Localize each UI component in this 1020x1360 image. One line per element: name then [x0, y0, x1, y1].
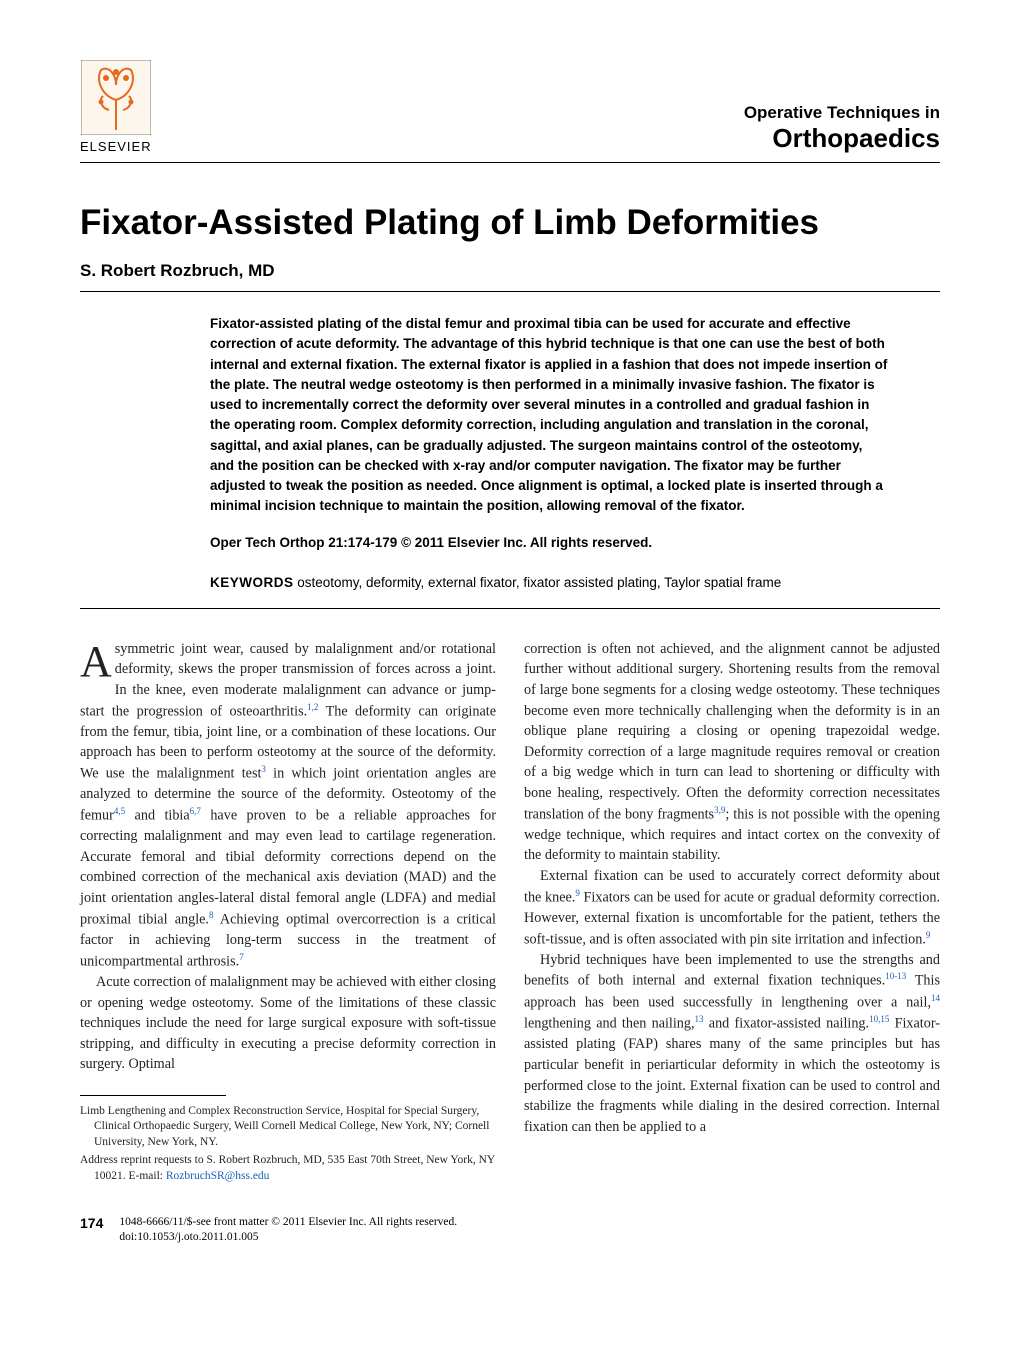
journal-title-line1: Operative Techniques in: [744, 103, 940, 123]
citation-ref[interactable]: 10-13: [885, 971, 906, 981]
elsevier-tree-icon: [81, 60, 151, 135]
article-title: Fixator-Assisted Plating of Limb Deformi…: [80, 203, 940, 243]
page: ELSEVIER Operative Techniques in Orthopa…: [0, 0, 1020, 1285]
divider: [80, 291, 940, 292]
journal-title: Operative Techniques in Orthopaedics: [744, 103, 940, 154]
abstract: Fixator-assisted plating of the distal f…: [210, 314, 890, 553]
citation-ref[interactable]: 13: [695, 1014, 704, 1024]
body-paragraph: Hybrid techniques have been implemented …: [524, 950, 940, 1138]
keywords-label: KEYWORDS: [210, 575, 294, 590]
keywords-text: osteotomy, deformity, external fixator, …: [294, 575, 782, 590]
footnotes: Limb Lengthening and Complex Reconstruct…: [80, 1104, 496, 1185]
footnote-divider: [80, 1095, 226, 1096]
dropcap: A: [80, 639, 115, 680]
footer-text: 1048-6666/11/$-see front matter © 2011 E…: [119, 1215, 457, 1245]
author-name: S. Robert Rozbruch, MD: [80, 261, 940, 281]
citation-ref[interactable]: 6,7: [190, 806, 201, 816]
citation-ref[interactable]: 4,5: [114, 806, 125, 816]
citation-ref[interactable]: 1,2: [307, 702, 318, 712]
citation-ref[interactable]: 9: [926, 930, 931, 940]
publisher-name: ELSEVIER: [80, 139, 152, 154]
body-paragraph: Asymmetric joint wear, caused by malalig…: [80, 639, 496, 972]
page-footer: 174 1048-6666/11/$-see front matter © 20…: [80, 1215, 940, 1245]
body-paragraph: correction is often not achieved, and th…: [524, 639, 940, 866]
footnote-correspondence: Address reprint requests to S. Robert Ro…: [80, 1153, 496, 1184]
column-right: correction is often not achieved, and th…: [524, 639, 940, 1188]
citation-ref[interactable]: 10,15: [869, 1014, 889, 1024]
header-row: ELSEVIER Operative Techniques in Orthopa…: [80, 60, 940, 163]
body-paragraph: External fixation can be used to accurat…: [524, 866, 940, 950]
citation-line: Oper Tech Orthop 21:174-179 © 2011 Elsev…: [210, 533, 890, 553]
citation-ref[interactable]: 7: [239, 952, 244, 962]
body-columns: Asymmetric joint wear, caused by malalig…: [80, 639, 940, 1188]
journal-title-line2: Orthopaedics: [744, 123, 940, 154]
doi-line: doi:10.1053/j.oto.2011.01.005: [119, 1230, 457, 1245]
citation-ref[interactable]: 3,9: [714, 805, 725, 815]
footnote-affiliation: Limb Lengthening and Complex Reconstruct…: [80, 1104, 496, 1151]
citation-ref[interactable]: 14: [931, 993, 940, 1003]
copyright-line: 1048-6666/11/$-see front matter © 2011 E…: [119, 1215, 457, 1230]
column-left: Asymmetric joint wear, caused by malalig…: [80, 639, 496, 1188]
keywords-line: KEYWORDS osteotomy, deformity, external …: [210, 575, 890, 590]
email-link[interactable]: RozbruchSR@hss.edu: [166, 1170, 270, 1182]
abstract-text: Fixator-assisted plating of the distal f…: [210, 316, 887, 513]
divider: [80, 608, 940, 609]
body-paragraph: Acute correction of malalignment may be …: [80, 972, 496, 1075]
page-number: 174: [80, 1215, 103, 1245]
publisher-logo-box: ELSEVIER: [80, 60, 152, 154]
